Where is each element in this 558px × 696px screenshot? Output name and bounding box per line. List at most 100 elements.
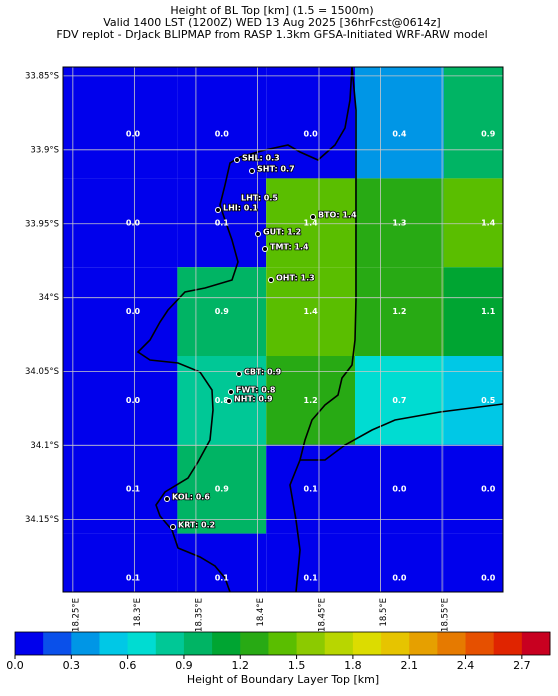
map-cell bbox=[355, 356, 444, 445]
x-tick-label: 18.35°E bbox=[194, 598, 204, 632]
station-dot bbox=[310, 214, 316, 220]
grid-value-label: 0.0 bbox=[126, 130, 141, 139]
map-cell bbox=[177, 267, 267, 356]
grid-value-label: 0.9 bbox=[215, 485, 230, 494]
coastline bbox=[136, 67, 503, 592]
colorbar-tick-label: 0.6 bbox=[119, 659, 137, 672]
colorbar-swatch bbox=[183, 632, 213, 655]
map-cell bbox=[177, 67, 267, 179]
station-dot bbox=[268, 277, 274, 283]
grid-value-label: 0.8 bbox=[215, 396, 230, 405]
station-label: OHT: 1.3 bbox=[276, 274, 315, 283]
colorbar-swatch bbox=[437, 632, 467, 655]
map-cell bbox=[266, 178, 355, 268]
colorbar-swatch bbox=[212, 632, 241, 655]
grid-value-label: 0.1 bbox=[126, 574, 141, 583]
map-cell bbox=[443, 533, 503, 592]
station-label: BTO: 1.4 bbox=[318, 211, 357, 220]
title-line: FDV replot - DrJack BLIPMAP from RASP 1.… bbox=[56, 28, 487, 41]
map-cell bbox=[63, 533, 178, 592]
colorbar-tick-label: 1.2 bbox=[232, 659, 250, 672]
map-cell bbox=[443, 444, 503, 534]
grid-value-label: 0.1 bbox=[126, 485, 141, 494]
colorbar-tick-label: 0.0 bbox=[6, 659, 24, 672]
map-cells bbox=[63, 67, 503, 592]
map-cell bbox=[177, 178, 267, 268]
station-dot bbox=[255, 231, 261, 237]
station-dot bbox=[236, 371, 242, 377]
map-cell bbox=[177, 444, 267, 534]
colorbar-swatch bbox=[71, 632, 100, 655]
map-cell bbox=[266, 356, 355, 445]
colorbar-swatch bbox=[99, 632, 129, 655]
colorbar-swatch bbox=[381, 632, 410, 655]
grid-value-label: 0.0 bbox=[126, 218, 141, 227]
colorbar-swatch bbox=[15, 632, 44, 655]
map-cell bbox=[177, 533, 267, 592]
colorbar-tick-label: 2.4 bbox=[457, 659, 475, 672]
grid-value-label: 0.0 bbox=[481, 574, 496, 583]
station-dot bbox=[164, 496, 170, 502]
map-cell bbox=[63, 444, 178, 534]
y-tick-label: 33.95°S bbox=[25, 219, 59, 229]
colorbar-tick-label: 0.3 bbox=[63, 659, 81, 672]
map-cell bbox=[63, 267, 178, 356]
grid-value-label: 0.9 bbox=[481, 130, 496, 139]
grid-value-label: 1.2 bbox=[392, 307, 406, 316]
grid-value-label: 0.9 bbox=[215, 307, 230, 316]
station-dot bbox=[228, 389, 234, 395]
x-tick-label: 18.45°E bbox=[318, 598, 328, 632]
colorbar-tick-label: 1.8 bbox=[344, 659, 362, 672]
x-tick-label: 18.25°E bbox=[71, 598, 81, 632]
grid-value-label: 1.4 bbox=[304, 307, 319, 316]
colorbar-tick-label: 2.1 bbox=[400, 659, 418, 672]
map-cell bbox=[443, 356, 503, 445]
colorbar-swatch bbox=[43, 632, 72, 655]
y-tick-label: 33.9°S bbox=[30, 145, 59, 155]
y-tick-label: 33.85°S bbox=[25, 71, 59, 81]
y-tick-label: 34°S bbox=[39, 293, 59, 303]
station-dot bbox=[215, 207, 221, 213]
map-cell bbox=[355, 178, 444, 268]
y-tick-label: 34.15°S bbox=[25, 515, 59, 525]
colorbar-swatch bbox=[493, 632, 523, 655]
map-cell bbox=[266, 267, 355, 356]
title-line: Height of BL Top [km] (1.5 = 1500m) bbox=[170, 4, 373, 17]
colorbar-swatch bbox=[521, 632, 551, 655]
station-label: TMT: 1.4 bbox=[270, 243, 309, 252]
colorbar-swatch bbox=[465, 632, 495, 655]
colorbar-swatch bbox=[296, 632, 326, 655]
colorbar-tick-label: 0.9 bbox=[175, 659, 193, 672]
plot-frame bbox=[62, 66, 504, 593]
grid-value-label: 0.1 bbox=[215, 218, 230, 227]
station-label: KOL: 0.6 bbox=[172, 493, 210, 502]
map-cell bbox=[443, 267, 503, 356]
station-dot bbox=[262, 246, 268, 252]
grid-value-label: 0.0 bbox=[481, 485, 496, 494]
title-line: Valid 1400 LST (1200Z) WED 13 Aug 2025 [… bbox=[103, 16, 440, 29]
map-cell bbox=[355, 67, 444, 179]
grid-value-label: 0.7 bbox=[392, 396, 406, 405]
grid-value-label: 1.3 bbox=[392, 218, 406, 227]
grid-value-label: 0.0 bbox=[304, 130, 319, 139]
colorbar-swatch bbox=[240, 632, 269, 655]
map-cell bbox=[355, 267, 444, 356]
colorbar-frame bbox=[14, 631, 551, 656]
colorbar-swatch bbox=[352, 632, 382, 655]
station-dot bbox=[249, 168, 255, 174]
station-label: CBT: 0.9 bbox=[244, 368, 282, 377]
map-cell bbox=[355, 533, 444, 592]
grid-value-label: 1.4 bbox=[304, 218, 319, 227]
grid-value-label: 1.4 bbox=[481, 218, 496, 227]
station-label: GUT: 1.2 bbox=[263, 228, 301, 237]
station-label: FWT: 0.8 bbox=[236, 386, 276, 395]
grid-value-label: 0.0 bbox=[215, 130, 230, 139]
colorbar-swatch bbox=[155, 632, 185, 655]
map-cell bbox=[355, 444, 444, 534]
grid-value-label: 0.5 bbox=[481, 396, 496, 405]
colorbar-tick-label: 2.7 bbox=[513, 659, 531, 672]
grid-value-label: 0.0 bbox=[392, 485, 407, 494]
x-tick-label: 18.5°E bbox=[379, 598, 389, 627]
station-dot bbox=[234, 157, 240, 163]
